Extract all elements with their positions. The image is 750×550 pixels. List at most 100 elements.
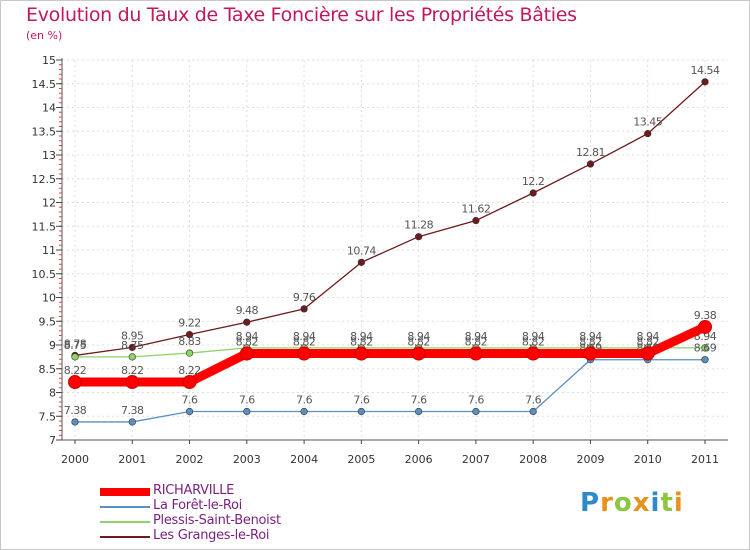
data-label: 9.22 [178,317,201,330]
data-point [243,318,251,326]
data-label: 8.75 [64,339,87,352]
data-label: 8.94 [407,330,430,343]
data-label: 7.6 [182,394,198,407]
data-label: 7.6 [296,394,312,407]
data-label: 8.69 [694,342,717,355]
data-point [185,330,194,339]
data-point [472,216,480,225]
logo-letter: i [673,488,684,518]
data-label: 8.82 [407,336,430,349]
legend-swatch [100,506,150,508]
data-point [472,407,480,416]
legend-swatch [100,521,150,523]
logo-letter: P [580,488,601,518]
data-point [701,344,709,352]
data-point [297,346,312,361]
data-label: 11.28 [404,219,433,232]
y-tick-label: 7 [49,434,56,447]
data-label: 12.2 [522,175,545,188]
data-point [354,346,369,361]
y-tick-label: 9 [49,339,56,352]
data-point [182,375,197,390]
data-point [529,407,537,416]
y-tick-label: 11 [42,244,56,257]
data-label: 8.94 [579,330,602,343]
series-line-la-for-t-le-roi [74,359,706,423]
data-point [701,78,709,86]
data-label: 9.48 [236,304,259,317]
data-point [71,353,79,361]
y-tick-label: 8 [49,387,56,400]
data-point [640,346,655,361]
logo-letter: r [600,488,614,518]
data-point [415,407,423,416]
data-point [415,233,423,241]
data-label: 7.6 [411,394,427,407]
x-tick-label: 2005 [347,453,375,466]
series-line-les-granges-le-roi [74,81,706,357]
data-point [701,356,709,364]
data-point [698,319,712,334]
logo-letter: x [632,488,651,518]
logo-letter: o [613,488,633,518]
data-label: 8.82 [350,336,373,349]
data-point [128,343,136,351]
x-tick-label: 2004 [290,453,318,466]
data-label: 8.82 [579,336,602,349]
data-label: 8.22 [121,364,144,377]
data-point [357,407,365,416]
data-point [357,258,365,266]
y-tick-label: 12 [42,197,56,210]
x-tick-label: 2007 [462,453,490,466]
legend-label: La Forêt-le-Roi [153,498,242,513]
legend-swatch [100,536,150,538]
series-line-plessis-saint-benoist [74,347,706,358]
data-point [300,305,308,313]
data-label: 7.6 [525,394,541,407]
data-label: 8.94 [236,330,259,343]
x-tick-label: 2006 [405,453,433,466]
data-label: 7.38 [64,404,87,417]
chart-title: Evolution du Taux de Taxe Foncière sur l… [26,4,577,26]
y-tick-label: 13 [42,149,56,162]
data-point [128,418,136,426]
data-point [239,346,254,361]
y-tick-label: 7.5 [39,410,57,423]
data-label: 7.6 [353,394,369,407]
data-label: 8.94 [522,330,545,343]
data-label: 8.75 [121,339,144,352]
data-label: 10.74 [347,244,376,257]
data-label: 8.83 [178,335,201,348]
data-label: 8.94 [636,330,659,343]
data-label: 12.81 [576,146,605,159]
data-point [128,353,136,361]
data-label: 7.6 [468,394,484,407]
data-point [529,189,537,197]
data-point [300,407,308,416]
data-point [71,418,79,426]
y-tick-label: 8.5 [39,363,57,376]
proxiti-logo: Proxiti [580,488,684,518]
data-label: 8.78 [64,337,87,350]
data-label: 8.94 [350,330,373,343]
legend-label: Plessis-Saint-Benoist [153,513,281,528]
y-tick-label: 9.5 [39,315,57,328]
x-tick-label: 2009 [576,453,604,466]
data-point [185,407,194,416]
legend-label: Les Granges-le-Roi [153,528,270,543]
data-label: 7.38 [121,404,144,417]
data-label: 8.82 [293,336,316,349]
line-chart: 7 7.5 8 8.5 9 9.5 10 10.5 11 11.5 12 12.5 13 13.5 14 14… [32,54,728,466]
data-point [68,375,82,390]
data-label: 8.82 [636,336,659,349]
x-tick-label: 2003 [233,453,261,466]
y-tick-label: 11.5 [32,220,57,233]
data-point [243,407,251,416]
data-point [526,346,541,361]
x-tick-label: 2011 [691,453,719,466]
data-label: 8.82 [465,336,488,349]
data-label: 8.22 [178,364,201,377]
series-line-richarville [70,322,710,387]
data-label: 7.6 [239,394,255,407]
